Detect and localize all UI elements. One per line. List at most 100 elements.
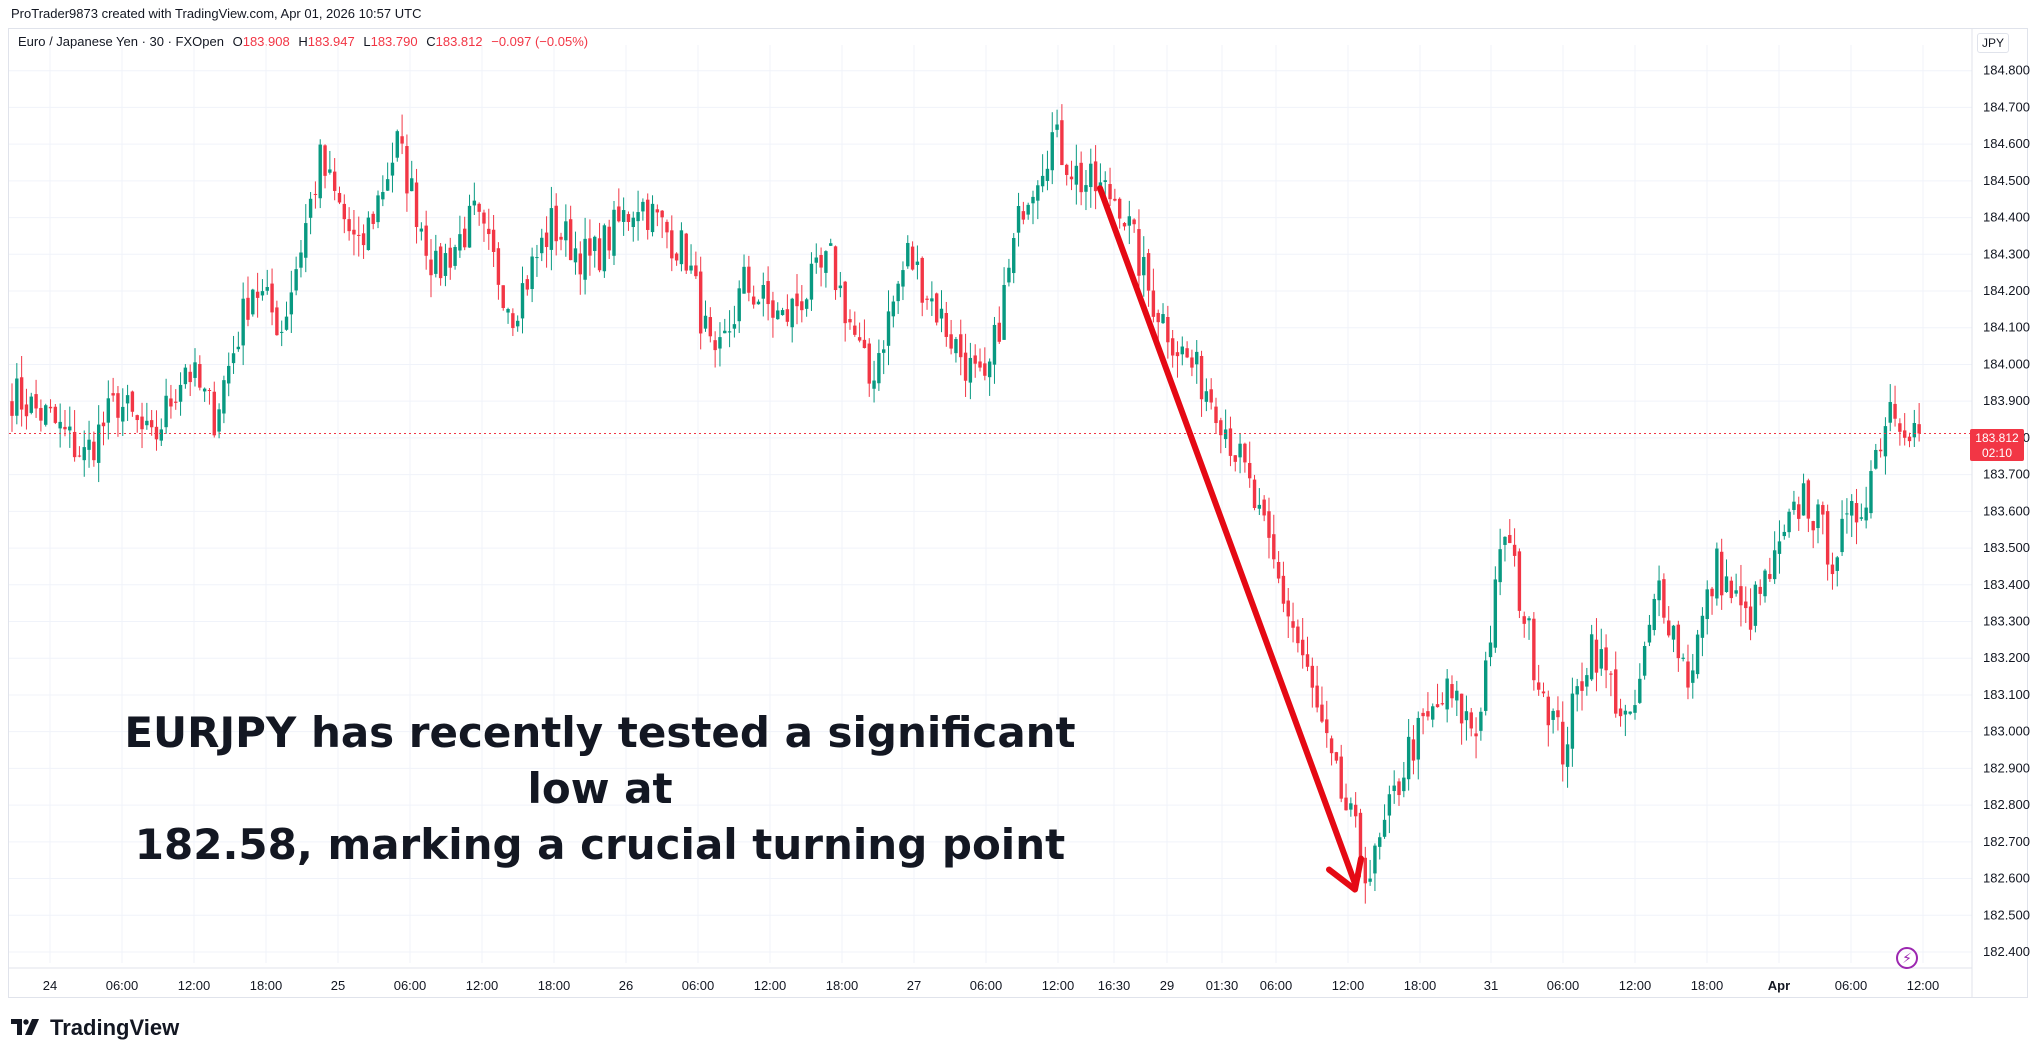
candle [1243, 442, 1247, 473]
candle [670, 215, 674, 272]
candle-body [776, 310, 780, 320]
candle-body [1286, 600, 1290, 617]
candle-body [1642, 645, 1647, 676]
candle [1825, 504, 1830, 581]
candle-body [742, 266, 746, 294]
candle-body [959, 334, 963, 358]
candle [58, 403, 62, 448]
candle [260, 279, 265, 301]
time-tick-label: 06:00 [682, 978, 715, 993]
candle-body [540, 237, 544, 254]
candle-body [593, 236, 597, 252]
candle [1580, 662, 1584, 711]
candle-body [1840, 518, 1844, 553]
price-tick-label: 183.100 [1983, 687, 2030, 702]
candle [1233, 455, 1237, 472]
symbol-title[interactable]: Euro / Japanese Yen · 30 · FXOpen [18, 34, 224, 49]
chart-frame[interactable] [8, 28, 2028, 998]
candle [718, 322, 722, 367]
candle-body [1556, 710, 1560, 718]
candle [554, 193, 558, 256]
candle-body [1228, 428, 1233, 456]
open-value: 183.908 [242, 34, 290, 49]
candle [896, 280, 900, 314]
candle-body [1821, 505, 1825, 515]
candle-body [857, 337, 862, 341]
candle [665, 219, 669, 249]
candle-body [472, 200, 477, 206]
candle-body [1623, 710, 1628, 715]
arrow-shaft[interactable] [1097, 185, 1358, 887]
candle [1093, 145, 1098, 210]
candle [130, 390, 135, 417]
candle [24, 388, 29, 430]
candle-body [149, 420, 154, 428]
candle-body [1594, 639, 1599, 673]
candle-body [867, 343, 871, 384]
candle [231, 335, 236, 374]
candle [588, 219, 592, 276]
candle [843, 280, 847, 342]
candle [973, 344, 977, 378]
candle-body [559, 236, 563, 240]
candle-body [1522, 616, 1526, 624]
candle [1431, 703, 1435, 728]
candle-body [872, 380, 876, 389]
candle-body [1729, 580, 1734, 599]
candle-body [549, 208, 554, 250]
candle-body [968, 357, 973, 383]
candle-body [424, 225, 428, 256]
candle [1527, 616, 1531, 640]
candle [515, 315, 520, 332]
candle-body [1527, 618, 1531, 621]
candle-body [1618, 708, 1623, 717]
candle-body [477, 203, 481, 212]
candle-body [68, 426, 72, 431]
candle-body [58, 421, 62, 429]
time-tick-label: 27 [907, 978, 921, 993]
candle [906, 235, 910, 269]
candle-body [255, 291, 260, 298]
candle [1445, 669, 1449, 723]
candle-body [1806, 480, 1811, 519]
currency-label[interactable]: JPY [1977, 33, 2010, 53]
candle-body [1662, 579, 1666, 618]
candle [1835, 555, 1839, 587]
candle [1262, 495, 1266, 522]
candle [1623, 704, 1628, 737]
candle [342, 194, 347, 234]
candle-body [1864, 507, 1868, 521]
candle-body [939, 308, 944, 319]
candle-body [983, 363, 987, 376]
candle [650, 195, 655, 237]
candle [289, 270, 294, 333]
candle [1821, 501, 1825, 535]
lightning-bolt-icon[interactable]: ⚡ [1896, 947, 1918, 969]
arrow-head[interactable] [1326, 855, 1364, 893]
candle [607, 219, 611, 259]
candle-body [1801, 483, 1806, 516]
candle [1575, 678, 1579, 712]
candle [1652, 593, 1656, 636]
candle-body [1161, 314, 1165, 324]
candle-body [304, 223, 308, 258]
candle [477, 202, 481, 226]
candle-body [1667, 620, 1671, 636]
candle-body [1296, 626, 1300, 644]
candle-body [602, 225, 607, 272]
candle-body [270, 283, 274, 313]
candle-body [193, 362, 197, 378]
candle-body [1753, 584, 1758, 626]
candle [1170, 330, 1175, 368]
candle-body [491, 229, 496, 252]
candle-body [1691, 670, 1695, 683]
candle-body [910, 246, 915, 270]
candle-body [1739, 586, 1743, 606]
candle-body [438, 246, 443, 279]
time-tick-label: 26 [619, 978, 633, 993]
candle [1883, 417, 1888, 475]
candle [1768, 557, 1772, 582]
candle-body [1898, 423, 1902, 432]
candle [742, 254, 746, 294]
